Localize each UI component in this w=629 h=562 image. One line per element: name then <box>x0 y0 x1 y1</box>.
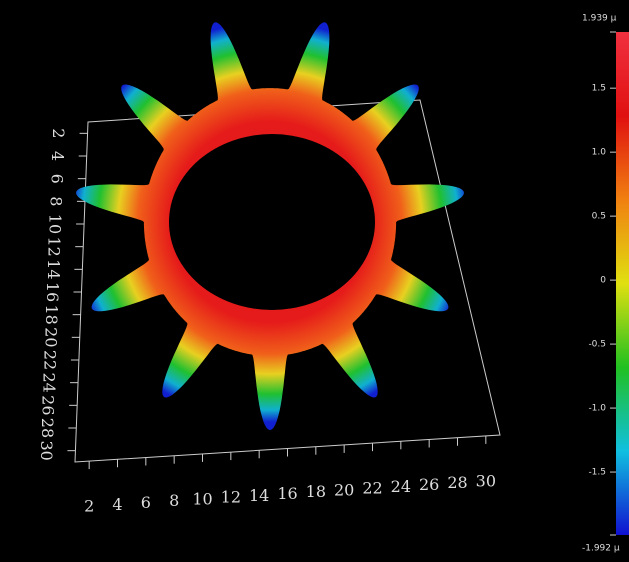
x-tick-label: 20 <box>334 480 354 499</box>
x-tick-label: 28 <box>447 473 467 492</box>
x-tick-label: 4 <box>112 495 122 514</box>
colorbar <box>616 32 629 535</box>
colorbar-tick-label: -0.5 <box>588 340 606 350</box>
y-tick-label: 16 <box>43 282 62 302</box>
y-tick-label: 10 <box>46 214 65 234</box>
colorbar-tick-label: -1.0 <box>588 404 606 414</box>
colorbar-tick-label: 0 <box>600 276 606 286</box>
colorbar-tick-label: 0.5 <box>592 212 606 222</box>
x-tick-label: 14 <box>249 486 269 505</box>
y-tick-label: 26 <box>39 395 58 415</box>
y-tick-label: 6 <box>47 174 66 184</box>
x-tick-label: 30 <box>476 471 496 490</box>
colorbar-tick-label: 1.5 <box>592 84 606 94</box>
x-tick-label: 18 <box>306 482 326 501</box>
y-tick-label: 20 <box>41 327 60 347</box>
y-tick-label: 28 <box>38 418 57 438</box>
x-tick-label: 24 <box>391 477 411 496</box>
colorbar-tick-label: 1.939 µ <box>582 14 617 24</box>
y-tick-label: 4 <box>48 151 67 161</box>
y-tick-label: 12 <box>45 236 64 256</box>
colorbar-tick-label: -1.5 <box>588 468 606 478</box>
x-tick-label: 2 <box>84 497 94 516</box>
x-tick-label: 12 <box>221 488 241 507</box>
y-tick-label: 8 <box>46 196 65 206</box>
x-tick-label: 26 <box>419 475 439 494</box>
y-tick-label: 22 <box>40 350 59 370</box>
y-tick-label: 14 <box>44 259 63 279</box>
x-tick-label: 8 <box>169 491 179 510</box>
y-tick-label: 2 <box>49 128 68 138</box>
x-tick-label: 16 <box>277 484 297 503</box>
x-tick-label: 6 <box>141 493 151 512</box>
y-tick-label: 24 <box>40 372 59 392</box>
surface-hole <box>169 134 375 310</box>
y-tick-label: 30 <box>37 440 56 460</box>
colorbar-tick-label: 1.0 <box>592 148 607 158</box>
x-tick-label: 10 <box>192 489 212 508</box>
colorbar-tick-label: -1.992 µ <box>582 544 620 554</box>
x-tick-label: 22 <box>362 479 382 498</box>
y-tick-label: 18 <box>42 304 61 324</box>
